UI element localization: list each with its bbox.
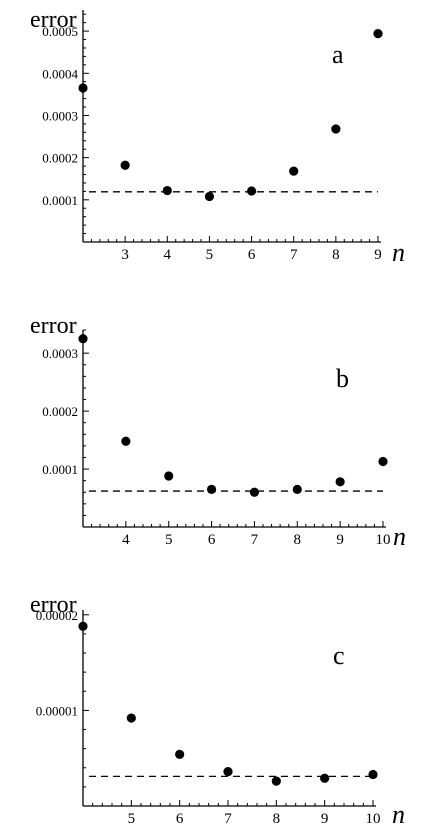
- data-point: [320, 773, 330, 783]
- panel-label: c: [333, 641, 345, 670]
- data-point: [271, 776, 281, 786]
- x-tick-label: 8: [294, 532, 302, 548]
- panel-a: error a n 3 4 5 6 7 8 9 0.0001 0.0002 0.0003 0.000…: [30, 7, 405, 267]
- x-tick-label: 5: [165, 532, 173, 548]
- y-tick-label: 0.0001: [42, 193, 78, 208]
- data-point: [246, 186, 257, 196]
- data-point: [249, 487, 260, 497]
- data-point: [78, 621, 88, 631]
- x-axis-label: n: [392, 800, 405, 829]
- x-tick-label: 6: [248, 247, 256, 263]
- data-point: [164, 471, 174, 481]
- panel-label: a: [332, 40, 344, 69]
- x-axis-label: n: [392, 238, 405, 267]
- panel-b: error b n 4 5 6 7 8 9 10 0.0001 0.0002 0.0003: [30, 313, 406, 551]
- data-point: [120, 160, 130, 170]
- x-tick-label: 10: [366, 811, 381, 827]
- x-tick-label: 7: [251, 532, 259, 548]
- x-tick-label: 8: [273, 811, 281, 827]
- data-point: [292, 484, 302, 494]
- data-point: [78, 83, 88, 93]
- y-tick-label: 0.00001: [36, 703, 78, 718]
- data-point: [175, 749, 185, 759]
- data-point: [378, 456, 388, 467]
- x-tick-label: 9: [374, 247, 382, 263]
- data-point: [289, 166, 299, 176]
- y-tick-label: 0.0003: [42, 346, 78, 361]
- x-tick-label: 5: [206, 247, 214, 263]
- y-tick-label: 0.0001: [42, 462, 78, 477]
- x-tick-label: 4: [122, 532, 130, 548]
- y-tick-label: 0.00002: [36, 608, 78, 623]
- data-point: [373, 29, 383, 39]
- panel-label: b: [336, 364, 349, 393]
- data-point: [121, 436, 131, 446]
- x-tick-label: 8: [332, 247, 340, 263]
- data-point: [335, 477, 345, 487]
- data-point: [78, 334, 88, 344]
- y-axis-label: error: [30, 592, 77, 618]
- x-tick-label: 9: [321, 811, 329, 827]
- data-point: [223, 766, 233, 777]
- x-tick-label: 10: [376, 532, 391, 548]
- x-axis-label: n: [393, 522, 406, 551]
- y-tick-label: 0.0002: [42, 404, 78, 419]
- x-tick-label: 3: [121, 247, 129, 263]
- x-tick-label: 7: [224, 811, 232, 827]
- y-tick-label: 0.0005: [42, 24, 78, 39]
- x-tick-label: 4: [164, 247, 172, 263]
- y-tick-label: 0.0002: [42, 151, 78, 166]
- data-point: [162, 185, 172, 196]
- y-tick-label: 0.0003: [42, 108, 78, 123]
- data-point: [204, 191, 215, 202]
- x-tick-label: 6: [176, 811, 184, 827]
- x-tick-label: 6: [208, 532, 216, 548]
- data-point: [126, 713, 136, 723]
- y-axis-label: error: [30, 313, 77, 339]
- x-tick-label: 5: [128, 811, 136, 827]
- data-point: [368, 769, 378, 780]
- x-tick-label: 9: [336, 532, 344, 548]
- data-point: [331, 124, 341, 134]
- y-tick-label: 0.0004: [42, 66, 78, 81]
- y-axis-label: error: [30, 7, 77, 33]
- x-tick-label: 7: [290, 247, 298, 263]
- data-point: [206, 484, 217, 494]
- panel-c: error c n 5 6 7 8 9 10 0.00001 0.00002: [30, 592, 405, 829]
